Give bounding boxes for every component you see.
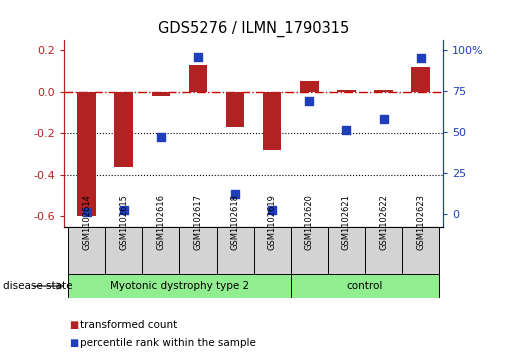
Text: percentile rank within the sample: percentile rank within the sample <box>80 338 256 348</box>
Point <box>231 191 239 197</box>
Text: transformed count: transformed count <box>80 320 177 330</box>
Text: GSM1102614: GSM1102614 <box>82 193 91 249</box>
Text: disease state: disease state <box>3 281 72 291</box>
FancyBboxPatch shape <box>105 227 142 274</box>
FancyBboxPatch shape <box>216 227 253 274</box>
FancyBboxPatch shape <box>179 227 216 274</box>
Bar <box>226 92 244 127</box>
Title: GDS5276 / ILMN_1790315: GDS5276 / ILMN_1790315 <box>158 21 349 37</box>
Bar <box>263 92 282 150</box>
FancyBboxPatch shape <box>291 227 328 274</box>
FancyBboxPatch shape <box>365 227 402 274</box>
Bar <box>77 92 96 216</box>
Text: Myotonic dystrophy type 2: Myotonic dystrophy type 2 <box>110 281 249 291</box>
Point <box>119 207 128 213</box>
FancyBboxPatch shape <box>253 227 291 274</box>
Bar <box>411 67 430 92</box>
Text: GSM1102620: GSM1102620 <box>305 193 314 249</box>
Bar <box>337 90 356 92</box>
FancyBboxPatch shape <box>142 227 179 274</box>
Point <box>342 127 351 133</box>
FancyBboxPatch shape <box>68 227 105 274</box>
Text: GSM1102617: GSM1102617 <box>194 193 202 249</box>
FancyBboxPatch shape <box>402 227 439 274</box>
Bar <box>188 65 207 92</box>
Point <box>305 98 314 104</box>
Point <box>380 116 388 122</box>
Bar <box>151 92 170 96</box>
Text: ■: ■ <box>70 338 79 348</box>
Text: ■: ■ <box>70 320 79 330</box>
Text: GSM1102619: GSM1102619 <box>268 193 277 249</box>
FancyBboxPatch shape <box>328 227 365 274</box>
Bar <box>300 81 319 92</box>
Text: GSM1102623: GSM1102623 <box>416 193 425 249</box>
Text: GSM1102616: GSM1102616 <box>157 193 165 249</box>
Bar <box>374 90 393 92</box>
Point <box>82 209 91 215</box>
FancyBboxPatch shape <box>291 274 439 298</box>
Text: control: control <box>347 281 383 291</box>
Point <box>157 134 165 140</box>
FancyBboxPatch shape <box>68 274 291 298</box>
Point <box>417 56 425 61</box>
Text: GSM1102622: GSM1102622 <box>379 193 388 249</box>
Text: GSM1102618: GSM1102618 <box>231 193 239 249</box>
Text: GSM1102621: GSM1102621 <box>342 193 351 249</box>
Bar <box>114 92 133 167</box>
Text: GSM1102615: GSM1102615 <box>119 193 128 249</box>
Point <box>268 207 277 213</box>
Point <box>194 54 202 60</box>
